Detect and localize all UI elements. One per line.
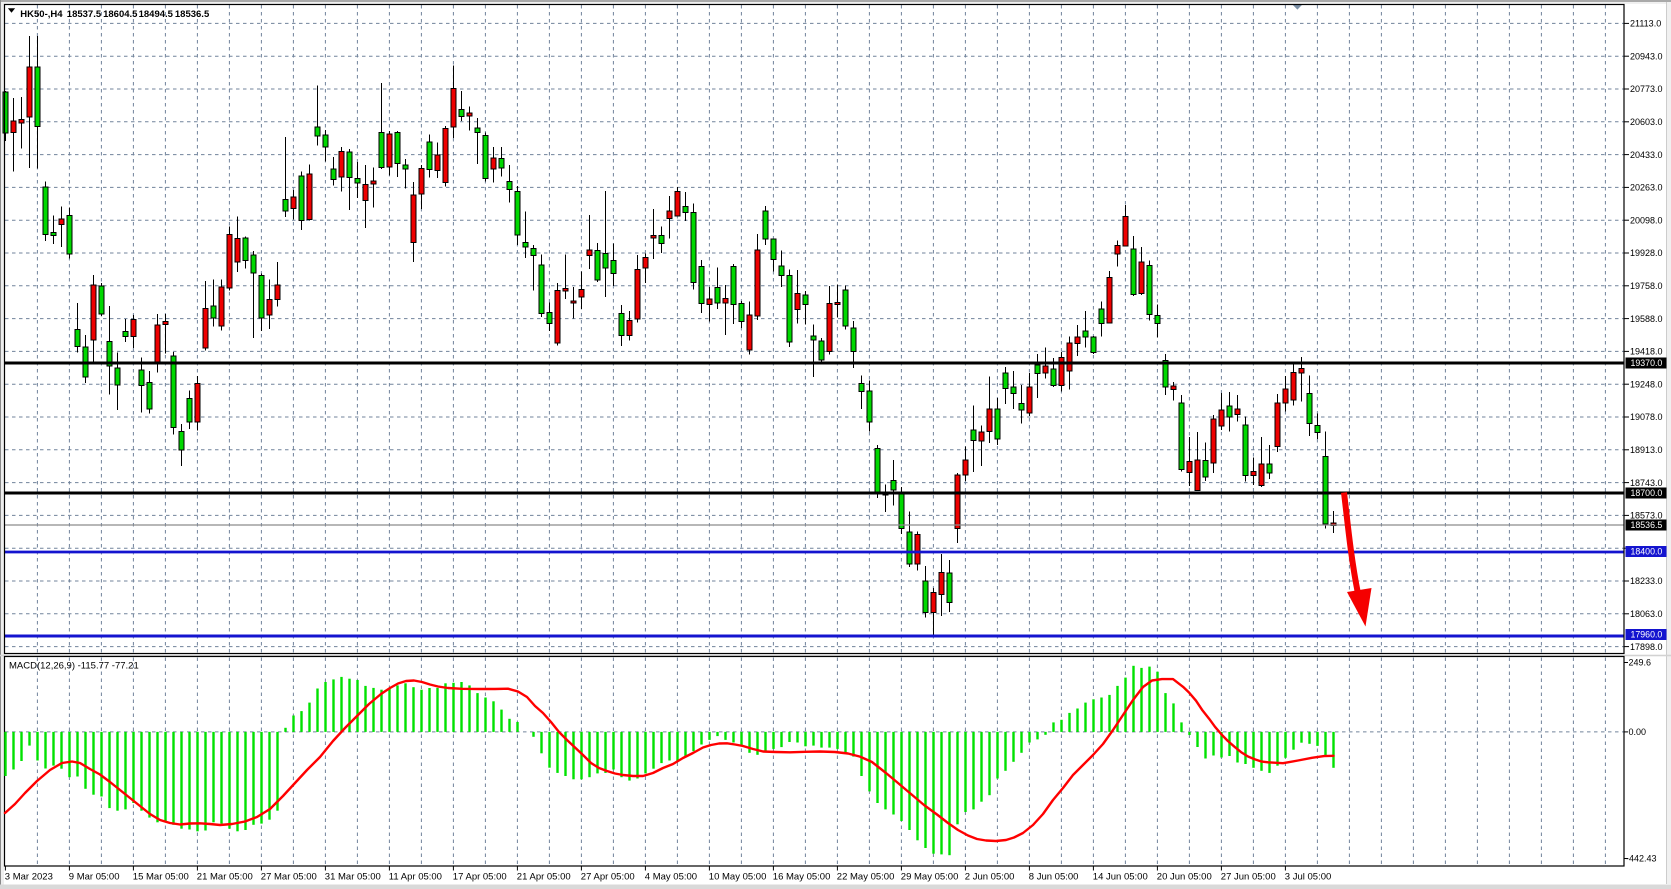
svg-text:10 May 05:00: 10 May 05:00 bbox=[709, 872, 767, 883]
svg-text:11 Apr 05:00: 11 Apr 05:00 bbox=[389, 872, 442, 883]
svg-text:27 Jun 05:00: 27 Jun 05:00 bbox=[1221, 872, 1276, 883]
svg-text:18573.0: 18573.0 bbox=[1630, 511, 1663, 521]
svg-text:19078.0: 19078.0 bbox=[1630, 412, 1663, 422]
svg-text:20943.0: 20943.0 bbox=[1630, 51, 1663, 61]
svg-text:21 Apr 05:00: 21 Apr 05:00 bbox=[517, 872, 571, 883]
svg-text:18536.5: 18536.5 bbox=[175, 9, 210, 20]
svg-text:20603.0: 20603.0 bbox=[1630, 117, 1663, 127]
svg-text:18494.5: 18494.5 bbox=[139, 9, 174, 20]
svg-text:20098.0: 20098.0 bbox=[1630, 215, 1663, 225]
svg-text:31 Mar 05:00: 31 Mar 05:00 bbox=[325, 872, 381, 883]
svg-text:249.6: 249.6 bbox=[1629, 658, 1652, 668]
svg-text:17898.0: 17898.0 bbox=[1630, 642, 1663, 652]
svg-text:20433.0: 20433.0 bbox=[1630, 150, 1663, 160]
svg-text:18743.0: 18743.0 bbox=[1630, 478, 1663, 488]
svg-text:17 Apr 05:00: 17 Apr 05:00 bbox=[453, 872, 507, 883]
svg-text:19588.0: 19588.0 bbox=[1630, 314, 1663, 324]
svg-text:18400.0: 18400.0 bbox=[1631, 547, 1663, 557]
svg-text:MACD(12,26,9) -115.77 -77.21: MACD(12,26,9) -115.77 -77.21 bbox=[9, 660, 139, 671]
svg-text:19758.0: 19758.0 bbox=[1630, 281, 1663, 291]
svg-text:0.00: 0.00 bbox=[1629, 727, 1647, 737]
svg-text:19928.0: 19928.0 bbox=[1630, 248, 1663, 258]
svg-text:8 Jun 05:00: 8 Jun 05:00 bbox=[1029, 872, 1079, 883]
svg-text:19418.0: 19418.0 bbox=[1630, 347, 1663, 357]
svg-text:18700.0: 18700.0 bbox=[1631, 488, 1663, 498]
svg-text:9 Mar 05:00: 9 Mar 05:00 bbox=[69, 872, 120, 883]
svg-text:21 Mar 05:00: 21 Mar 05:00 bbox=[197, 872, 253, 883]
svg-text:3 Mar 2023: 3 Mar 2023 bbox=[5, 872, 53, 883]
svg-text:15 Mar 05:00: 15 Mar 05:00 bbox=[133, 872, 189, 883]
svg-text:20773.0: 20773.0 bbox=[1630, 84, 1663, 94]
svg-text:29 May 05:00: 29 May 05:00 bbox=[901, 872, 959, 883]
svg-text:18536.5: 18536.5 bbox=[1631, 520, 1663, 530]
svg-text:2 Jun 05:00: 2 Jun 05:00 bbox=[965, 872, 1015, 883]
svg-text:22 May 05:00: 22 May 05:00 bbox=[837, 872, 895, 883]
svg-text:17960.0: 17960.0 bbox=[1631, 630, 1663, 640]
svg-text:19248.0: 19248.0 bbox=[1630, 379, 1663, 389]
svg-text:27 Apr 05:00: 27 Apr 05:00 bbox=[581, 872, 635, 883]
svg-text:-442.43: -442.43 bbox=[1626, 854, 1657, 864]
svg-text:3 Jul 05:00: 3 Jul 05:00 bbox=[1285, 872, 1331, 883]
svg-text:21113.0: 21113.0 bbox=[1630, 19, 1661, 29]
svg-text:18233.0: 18233.0 bbox=[1630, 576, 1663, 586]
svg-text:20 Jun 05:00: 20 Jun 05:00 bbox=[1157, 872, 1212, 883]
svg-text:14 Jun 05:00: 14 Jun 05:00 bbox=[1093, 872, 1148, 883]
svg-text:18537.5: 18537.5 bbox=[67, 9, 102, 20]
svg-text:HK50-,H4: HK50-,H4 bbox=[20, 9, 63, 20]
svg-text:27 Mar 05:00: 27 Mar 05:00 bbox=[261, 872, 317, 883]
svg-text:4 May 05:00: 4 May 05:00 bbox=[645, 872, 697, 883]
svg-text:20263.0: 20263.0 bbox=[1630, 183, 1663, 193]
svg-text:19370.0: 19370.0 bbox=[1631, 358, 1663, 368]
svg-text:18913.0: 18913.0 bbox=[1630, 445, 1663, 455]
svg-text:18604.5: 18604.5 bbox=[103, 9, 138, 20]
svg-text:16 May 05:00: 16 May 05:00 bbox=[773, 872, 831, 883]
svg-text:18063.0: 18063.0 bbox=[1630, 609, 1663, 619]
